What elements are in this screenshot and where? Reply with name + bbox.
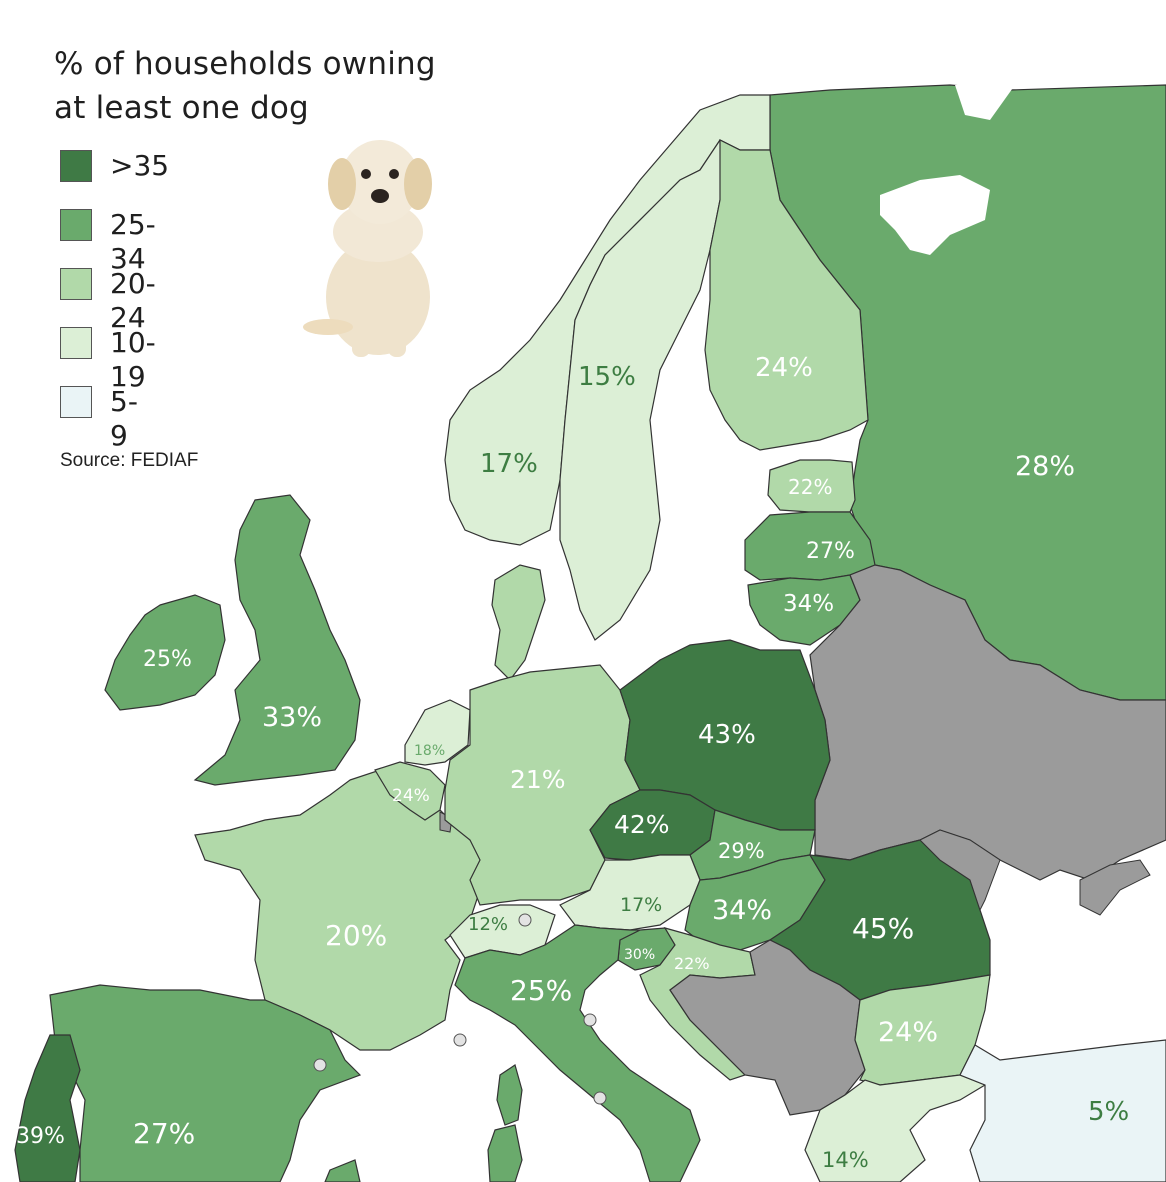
barents-gap [955, 85, 1015, 120]
island-corsica [487, 1124, 523, 1182]
country-netherlands [404, 699, 471, 766]
label-germany: 21% [510, 765, 566, 794]
label-czechia: 42% [614, 810, 670, 839]
label-norway: 17% [480, 449, 538, 479]
country-finland [704, 139, 869, 451]
label-russia: 28% [1015, 451, 1075, 482]
city-marker [453, 1033, 467, 1047]
country-greece [804, 1074, 987, 1182]
legend-title: % of households owning at least one dog [54, 42, 474, 130]
label-bulgaria: 24% [878, 1017, 938, 1048]
label-sweden: 15% [578, 362, 636, 392]
country-denmark [491, 564, 546, 681]
label-turkey: 5% [1088, 1097, 1129, 1127]
label-greece: 14% [822, 1148, 869, 1172]
label-ireland: 25% [143, 647, 192, 672]
country-spain [49, 984, 362, 1182]
legend-swatch [60, 209, 92, 241]
island-sicily [324, 1159, 361, 1182]
label-romania: 45% [852, 912, 914, 945]
label-portugal: 39% [16, 1124, 65, 1149]
source-note: Source: FEDIAF [60, 450, 199, 471]
label-netherlands: 18% [414, 743, 445, 759]
label-hungary: 34% [712, 895, 772, 926]
crimea [1079, 859, 1151, 916]
puppy-illustration [303, 140, 432, 357]
country-uk [193, 494, 361, 786]
legend-label: 20-24 [110, 267, 156, 334]
country-moldova [919, 829, 1001, 912]
legend-title-line1: % of households owning [54, 46, 436, 82]
city-marker [583, 1013, 597, 1027]
city-marker [313, 1058, 327, 1072]
label-latvia: 27% [806, 539, 855, 564]
label-switzerland: 12% [468, 914, 508, 935]
city-marker [518, 913, 532, 927]
country-estonia [767, 459, 856, 513]
label-uk: 33% [262, 702, 322, 733]
legend-swatch [60, 327, 92, 359]
label-austria: 17% [620, 894, 662, 916]
country-portugal [14, 1034, 81, 1182]
city-marker [593, 1091, 607, 1105]
legend-swatch [60, 386, 92, 418]
label-spain: 27% [133, 1117, 195, 1150]
label-estonia: 22% [788, 475, 832, 499]
island-sardinia [496, 1064, 523, 1126]
country-belgium [374, 761, 446, 821]
legend-label: 25-34 [110, 208, 156, 275]
legend-swatch [60, 268, 92, 300]
legend-label: 5-9 [110, 385, 138, 452]
label-lithuania: 34% [783, 591, 834, 617]
label-finland: 24% [755, 353, 813, 383]
country-sweden [559, 139, 741, 641]
legend-label: >35 [110, 149, 170, 182]
label-france: 20% [325, 919, 387, 952]
label-slovakia: 29% [718, 839, 765, 863]
label-croatia: 22% [674, 954, 710, 973]
white-sea [880, 175, 990, 255]
legend-label: 10-19 [110, 326, 156, 393]
country-turkey [959, 1039, 1166, 1182]
country-italy [454, 924, 701, 1182]
label-italy: 25% [510, 974, 572, 1007]
label-slovenia: 30% [624, 947, 655, 963]
label-poland: 43% [698, 720, 756, 750]
legend-title-line2: at least one dog [54, 90, 309, 126]
legend-swatch [60, 150, 92, 182]
country-ireland [104, 594, 226, 711]
label-belgium: 24% [392, 786, 430, 806]
